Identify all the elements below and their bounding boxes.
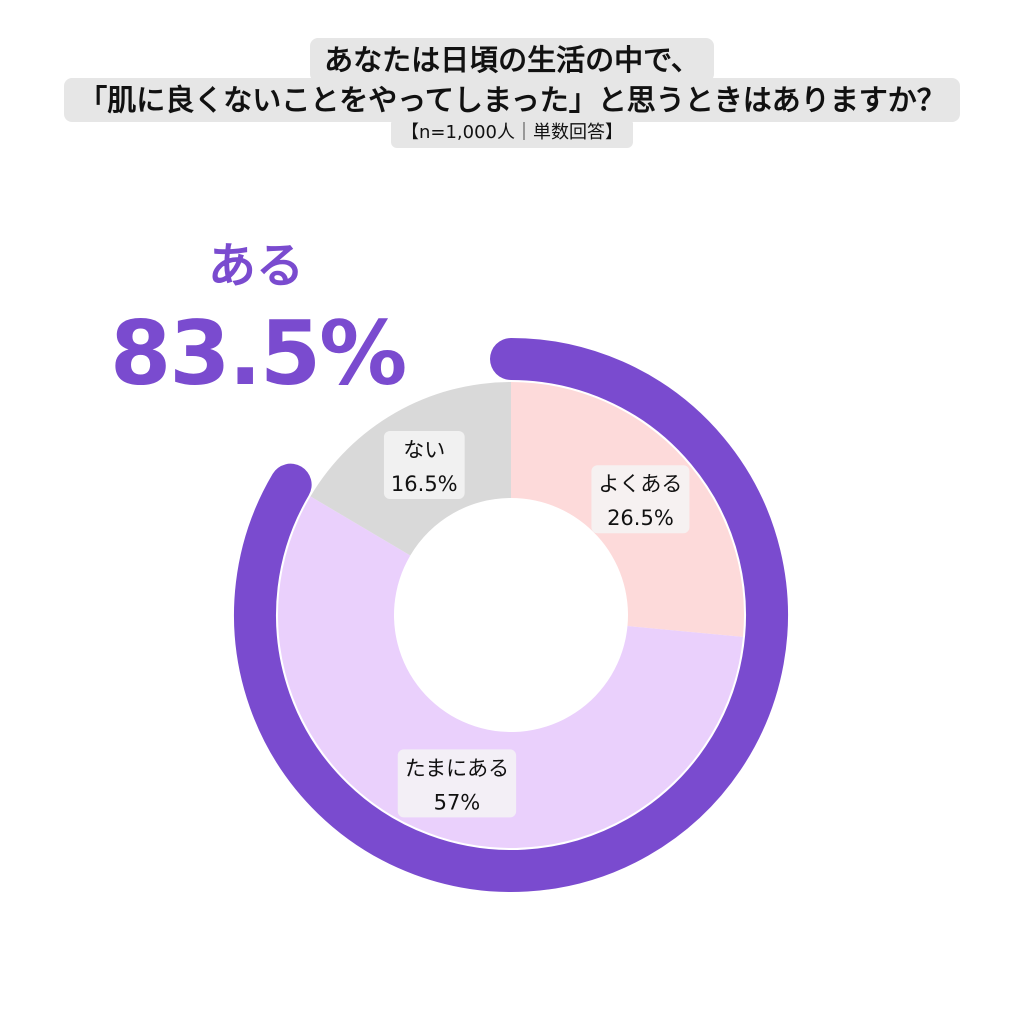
slice-value-label: 57%	[434, 790, 481, 814]
chart-subtitle: 【n=1,000人｜単数回答】	[390, 118, 634, 148]
highlight-value: 83.5%	[110, 302, 407, 405]
slice-labels: よくある 26.5% たまにある 57% ない 16.5%	[383, 430, 690, 818]
slice-category-label: たまにある	[405, 756, 509, 780]
slice-category-label: よくある	[598, 472, 682, 496]
pie-slice	[277, 496, 743, 848]
slice-category-label: ない	[403, 438, 445, 462]
highlight-arc	[234, 338, 788, 892]
chart-title-line-2: 「肌に良くないことをやってしまった」と思うときはありますか？	[64, 78, 960, 122]
highlight-label: ある	[207, 238, 304, 294]
chart-title-area: あなたは日頃の生活の中で、 「肌に良くないことをやってしまった」と思うときはあり…	[0, 38, 1024, 156]
slice-label: よくある 26.5%	[591, 465, 690, 534]
slice-label: たまにある 57%	[397, 749, 517, 818]
slice-value-label: 16.5%	[391, 472, 458, 496]
slice-label: ない 16.5%	[383, 430, 465, 499]
slice-value-label: 26.5%	[607, 506, 674, 530]
chart-title-line-1: あなたは日頃の生活の中で、	[310, 38, 714, 82]
